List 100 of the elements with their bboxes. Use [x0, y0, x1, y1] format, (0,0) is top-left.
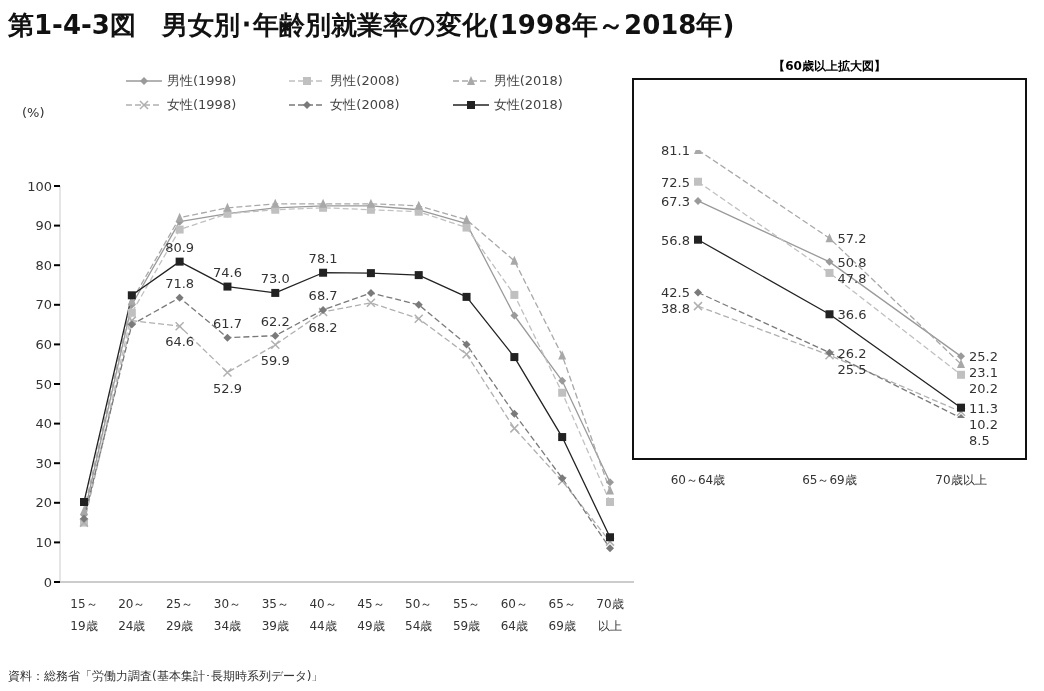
- x-tick-label: 20～24歳: [118, 597, 146, 633]
- data-label: 36.6: [837, 307, 867, 323]
- point: [510, 255, 519, 265]
- data-label: 42.5: [661, 285, 690, 301]
- point: [510, 409, 519, 418]
- x-tick-label: 60～64歳: [670, 473, 726, 487]
- point: [271, 331, 280, 340]
- point: [558, 433, 567, 442]
- x-tick-label: 65～69歳: [802, 473, 857, 487]
- point: [462, 292, 471, 301]
- point: [957, 359, 965, 369]
- data-label: 61.7: [212, 315, 242, 331]
- data-label: 10.2: [969, 416, 998, 432]
- point: [414, 200, 423, 210]
- point: [957, 370, 965, 379]
- point: [825, 268, 834, 277]
- point: [127, 291, 136, 300]
- point: [694, 288, 702, 297]
- point: [693, 301, 703, 311]
- data-label: 80.9: [165, 239, 195, 255]
- point: [223, 282, 232, 291]
- data-label: 56.8: [661, 232, 690, 248]
- x-tick-label: 60～64歳: [500, 597, 528, 633]
- legend-label: 女性(2008): [330, 96, 400, 114]
- y-tick-label: 30: [35, 455, 52, 471]
- point: [175, 212, 184, 222]
- point: [222, 367, 233, 378]
- point: [175, 293, 184, 302]
- point: [509, 423, 520, 434]
- point: [271, 198, 280, 208]
- y-tick-label: 70: [35, 297, 52, 313]
- point: [80, 505, 88, 515]
- x-tick-label: 70歳以上: [596, 597, 624, 633]
- point: [223, 202, 232, 212]
- point: [957, 403, 965, 412]
- text: 資料：総務省「労働力調査(基本集計･長期時系列データ)」: [8, 668, 324, 685]
- legend-label: 男性(2018): [493, 72, 563, 90]
- point: [462, 340, 471, 349]
- x-tick-label: 45～49歳: [357, 597, 385, 633]
- data-label: 20.2: [969, 381, 998, 397]
- data-label: 68.7: [308, 287, 338, 303]
- legend-label: 男性(1998): [167, 72, 237, 90]
- data-label: 67.3: [661, 193, 690, 209]
- y-tick-label: 10: [35, 535, 52, 551]
- x-tick-label: 55～59歳: [452, 597, 481, 633]
- point: [558, 376, 567, 385]
- x-tick-label: 70歳以上: [935, 473, 987, 487]
- point: [80, 514, 88, 523]
- point: [825, 257, 834, 266]
- point: [175, 225, 184, 234]
- x-tick-label: 30～34歳: [213, 597, 242, 633]
- y-tick-label: 0: [43, 574, 52, 590]
- data-label: 74.6: [212, 264, 242, 280]
- y-axis-title: (%): [22, 105, 45, 120]
- data-label: 78.1: [308, 250, 338, 266]
- y-tick-label: 20: [35, 495, 52, 511]
- y-tick-label: 50: [35, 376, 52, 392]
- point: [462, 214, 471, 224]
- data-label: 59.9: [260, 352, 290, 368]
- point: [606, 485, 614, 495]
- y-tick-label: 60: [35, 337, 52, 353]
- point: [694, 177, 702, 186]
- point: [271, 288, 280, 297]
- data-label: 72.5: [661, 174, 690, 190]
- data-label: 8.5: [969, 432, 990, 448]
- data-label: 11.3: [969, 400, 998, 416]
- y-tick-label: 40: [35, 416, 52, 432]
- chart-title: 【60歳以上拡大図】: [772, 58, 887, 75]
- data-label: 71.8: [165, 275, 195, 291]
- point: [825, 310, 834, 319]
- point: [127, 320, 136, 329]
- point: [694, 196, 702, 205]
- data-label: 57.2: [837, 231, 867, 247]
- x-tick-label: 15～19歳: [70, 597, 98, 633]
- data-label: 23.1: [969, 365, 998, 381]
- data-label: 26.2: [837, 345, 867, 361]
- point: [606, 498, 614, 507]
- point: [558, 350, 567, 360]
- y-tick-label: 90: [35, 218, 52, 234]
- x-tick-label: 35～39歳: [261, 597, 289, 633]
- data-label: 68.2: [308, 319, 338, 335]
- legend-label: 男性(2008): [330, 72, 400, 90]
- x-tick-label: 50～54歳: [405, 597, 433, 633]
- point: [319, 268, 328, 277]
- data-label: 47.8: [837, 270, 867, 286]
- point: [694, 235, 702, 244]
- point: [413, 313, 424, 324]
- point: [510, 290, 519, 299]
- point: [174, 321, 185, 331]
- data-label: 73.0: [260, 270, 290, 286]
- x-tick-label: 65～69歳: [548, 597, 576, 633]
- point: [606, 478, 614, 487]
- data-label: 52.9: [212, 380, 242, 396]
- point: [606, 533, 614, 542]
- data-label: 64.6: [165, 334, 195, 350]
- data-label: 25.5: [837, 361, 867, 377]
- point: [558, 388, 567, 397]
- data-label: 50.8: [837, 254, 867, 270]
- point: [606, 544, 614, 553]
- point: [80, 498, 88, 507]
